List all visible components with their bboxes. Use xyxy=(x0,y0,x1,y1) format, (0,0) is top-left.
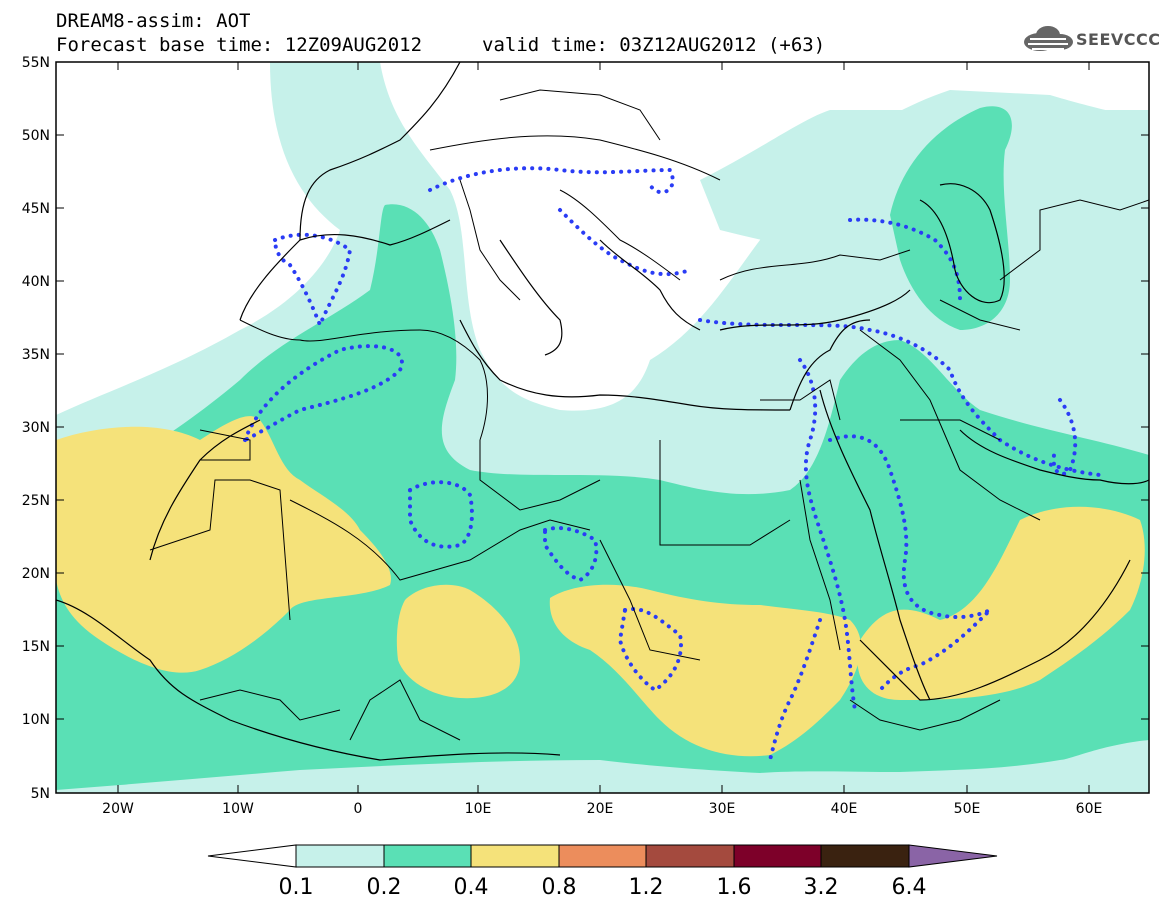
colorbar-segment-below xyxy=(207,844,297,868)
lat-label: 45N xyxy=(22,201,50,217)
map-fields xyxy=(56,62,1149,793)
coastlines xyxy=(56,62,1149,761)
lon-label: 60E xyxy=(1076,801,1103,817)
lat-label: 20N xyxy=(22,566,50,582)
colorbar-label: 6.4 xyxy=(892,875,927,900)
lat-label: 35N xyxy=(22,347,50,363)
lon-label: 30E xyxy=(709,801,736,817)
colorbar-label: 1.2 xyxy=(629,875,664,900)
lon-label: 20E xyxy=(587,801,614,817)
colorbar-label: 1.6 xyxy=(717,875,752,900)
lon-labels: 20W 10W 0 10E 20E 30E 40E 50E 60E xyxy=(102,801,1102,817)
lon-label: 50E xyxy=(954,801,981,817)
lon-label: 20W xyxy=(102,801,134,817)
lon-ticks xyxy=(117,62,1090,793)
lon-label: 10W xyxy=(222,801,254,817)
colorbar-segment xyxy=(820,844,910,868)
lat-label: 10N xyxy=(22,712,50,728)
colorbar-label: 0.8 xyxy=(542,875,577,900)
lat-ticks xyxy=(56,61,1149,794)
aot-field-0.4-arabia xyxy=(857,506,1145,700)
valid-time: valid time: 03Z12AUG2012 (+63) xyxy=(482,34,826,56)
contour-chad xyxy=(543,526,599,583)
aot-field-0.4-niger xyxy=(396,584,520,699)
lat-label: 30N xyxy=(22,420,50,436)
lat-label: 25N xyxy=(22,493,50,509)
colorbar-segment-above xyxy=(908,844,998,868)
colorbar-segment xyxy=(733,844,822,868)
cloud-icon xyxy=(1024,26,1073,51)
logo-text: SEEVCCC xyxy=(1076,30,1161,49)
aot-field-0.2-caspian xyxy=(890,106,1012,330)
colorbar-label: 0.2 xyxy=(367,875,402,900)
colorbar-segment xyxy=(470,844,560,868)
contour-libya xyxy=(408,480,474,549)
contour-red-sea xyxy=(798,358,857,712)
map-title: DREAM8-assim: AOT xyxy=(56,10,251,32)
contour-balkans xyxy=(428,166,675,195)
colorbar-segment xyxy=(558,844,647,868)
lat-label: 15N xyxy=(22,639,50,655)
colorbar-labels: 0.1 0.2 0.4 0.8 1.2 1.6 3.2 6.4 xyxy=(279,875,927,900)
lat-label: 55N xyxy=(22,55,50,71)
colorbar-label: 0.4 xyxy=(454,875,489,900)
lat-label: 5N xyxy=(31,786,50,802)
contour-iberia xyxy=(273,232,353,331)
lat-labels: 55N 50N 45N 40N 35N 30N 25N 20N 15N 10N … xyxy=(22,55,50,802)
colorbar xyxy=(207,844,998,868)
colorbar-label: 0.1 xyxy=(279,875,314,900)
aot-field-0.4-sudan xyxy=(549,584,861,757)
contour-arabia xyxy=(828,434,992,692)
colorbar-segment xyxy=(645,844,735,868)
lat-label: 50N xyxy=(22,128,50,144)
forecast-base-time: Forecast base time: 12Z09AUG2012 xyxy=(56,34,423,56)
aot-field-0.4-west xyxy=(56,416,391,673)
colorbar-segment xyxy=(383,844,472,868)
contour-sudan xyxy=(617,607,683,693)
lon-label: 0 xyxy=(354,801,363,817)
lon-label: 40E xyxy=(831,801,858,817)
colorbar-segment xyxy=(295,844,385,868)
lon-label: 10E xyxy=(465,801,492,817)
country-borders xyxy=(149,89,1149,741)
aot-contours xyxy=(243,166,1102,762)
lat-label: 40N xyxy=(22,274,50,290)
colorbar-label: 3.2 xyxy=(804,875,839,900)
contour-gulf xyxy=(1051,398,1078,476)
contour-ethiopia xyxy=(768,618,822,762)
contour-adriatic xyxy=(558,208,692,277)
